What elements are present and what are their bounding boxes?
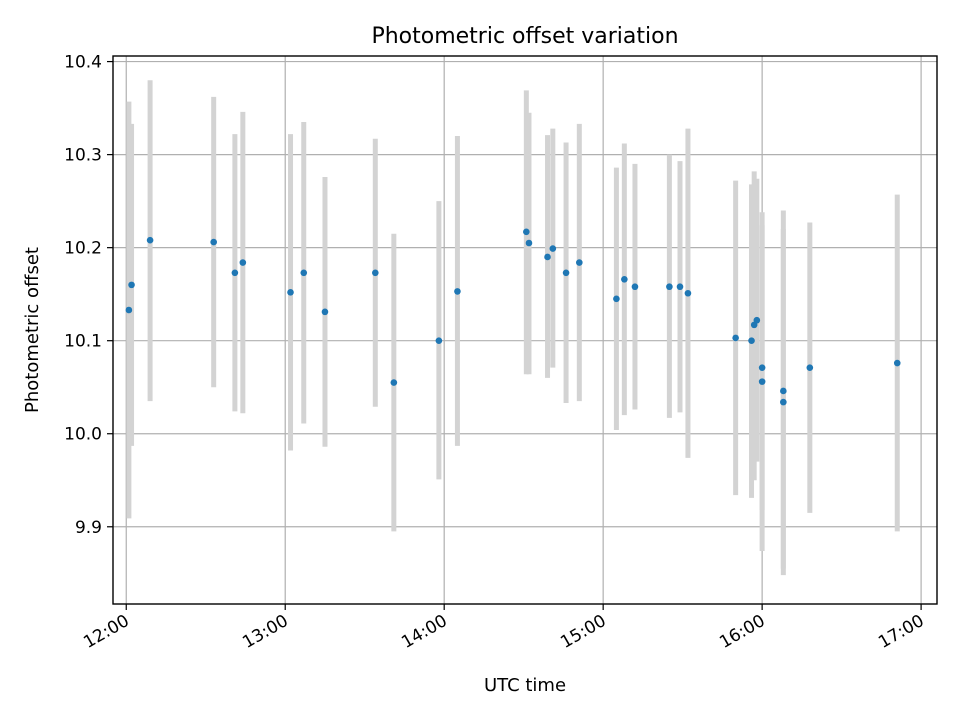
- data-point: [676, 283, 684, 291]
- chart-title: Photometric offset variation: [371, 24, 678, 49]
- plot-frame: [112, 55, 938, 605]
- data-point: [562, 269, 570, 277]
- x-axis-label: UTC time: [484, 675, 566, 696]
- data-point: [300, 269, 308, 277]
- y-axis-label: Photometric offset: [22, 247, 43, 413]
- data-point: [435, 337, 443, 344]
- data-point: [287, 289, 294, 296]
- data-point: [806, 364, 814, 371]
- y-tick-label: 10.0: [64, 425, 102, 445]
- data-point: [758, 364, 766, 371]
- y-tick-label: 10.1: [64, 332, 102, 352]
- data-point: [125, 306, 133, 314]
- data-point: [780, 387, 787, 395]
- data-point: [128, 281, 135, 289]
- data-point: [893, 359, 901, 367]
- data-point: [239, 259, 247, 266]
- data-point: [390, 379, 398, 386]
- data-point: [523, 228, 530, 236]
- y-tick-label: 10.4: [64, 53, 102, 73]
- data-point: [454, 288, 461, 295]
- data-point: [146, 236, 154, 244]
- data-point: [231, 269, 239, 277]
- data-point: [732, 334, 739, 342]
- data-point: [621, 275, 628, 283]
- data-point: [321, 308, 329, 316]
- y-tick-label: 9.9: [75, 518, 102, 538]
- data-point: [613, 295, 620, 303]
- y-axis-ticks: 9.9 10.0 10.1 10.2 10.3 10.4: [64, 53, 113, 538]
- data-point: [576, 259, 583, 266]
- data-point: [525, 239, 533, 247]
- data-point: [780, 398, 787, 406]
- data-point: [684, 289, 692, 297]
- y-tick-label: 10.3: [64, 146, 102, 166]
- data-point: [758, 378, 766, 385]
- data-point: [544, 253, 551, 261]
- data-point: [549, 245, 557, 252]
- data-point: [748, 337, 755, 344]
- data-point: [753, 316, 761, 324]
- data-point: [666, 283, 673, 291]
- data-point: [631, 283, 639, 291]
- data-point: [210, 238, 217, 246]
- y-tick-label: 10.2: [64, 239, 102, 259]
- data-points: [125, 228, 901, 406]
- data-point: [372, 269, 379, 277]
